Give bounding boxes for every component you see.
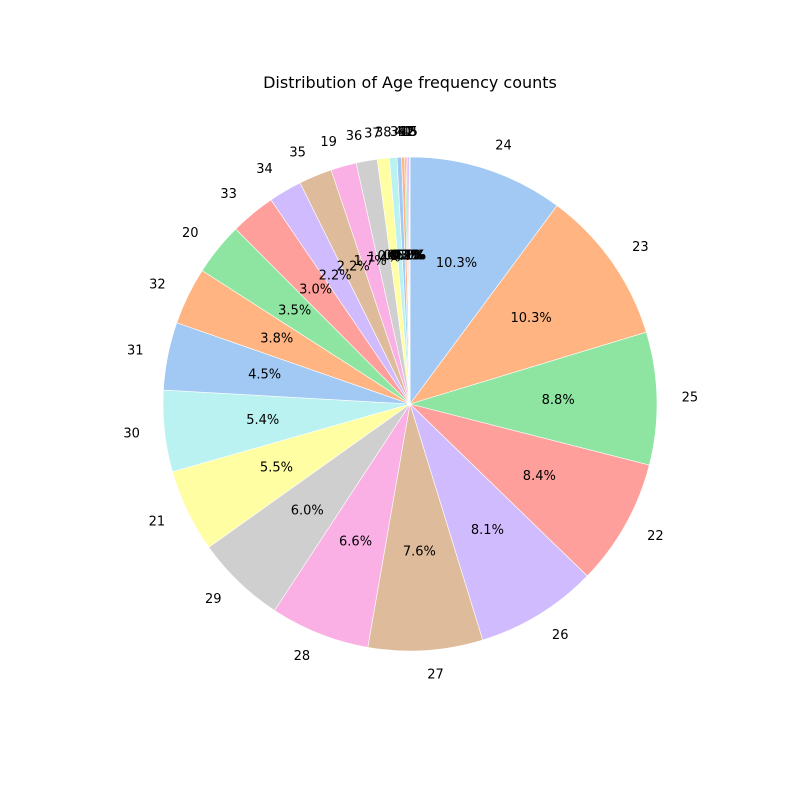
pie-slice-27 (367, 403, 484, 652)
slice-label-34: 34 (256, 162, 273, 177)
percent-labels: 10.3% 10.3% 8.8% 8.4% 8.1% 7.6% 6.6% 6.0% 5.5% 5.… (246, 248, 574, 559)
slice-label-29: 29 (205, 592, 222, 607)
slice-percent-28: 6.6% (339, 534, 372, 549)
slice-percent-41: 0.1% (391, 248, 424, 263)
slice-percent-22: 8.4% (523, 469, 556, 484)
pie-slice-45 (408, 156, 411, 405)
slice-label-21: 21 (149, 514, 166, 529)
slice-percent-32: 3.8% (260, 332, 293, 347)
slice-label-18: 18 (400, 125, 417, 140)
slice-percent-18: 0.1% (393, 248, 426, 263)
pie-slices (162, 156, 658, 652)
category-labels: 24 23 25 22 26 27 28 29 21 30 31 32 20 33 34 35 19 36 3738… (123, 125, 698, 683)
slice-label-22: 22 (647, 529, 664, 544)
slice-percent-29: 6.0% (291, 503, 324, 518)
slice-percent-34: 2.2% (319, 269, 352, 284)
pie-slice-26 (409, 403, 588, 641)
slice-label-32: 32 (149, 278, 166, 293)
slice-percent-19: 1.7% (354, 254, 387, 269)
slice-label-41: 41 (397, 125, 414, 140)
pie-slice-22 (408, 403, 650, 577)
slice-percent-38: 0.5% (383, 249, 416, 264)
slice-label-36: 36 (346, 129, 363, 144)
slice-percent-21: 5.5% (260, 461, 293, 476)
slice-percent-37: 0.8% (377, 249, 410, 264)
slice-label-27: 27 (427, 668, 444, 683)
slice-percent-23: 10.3% (510, 311, 551, 326)
slice-percent-24: 10.3% (436, 256, 477, 271)
slice-label-31: 31 (127, 344, 144, 359)
slice-label-24: 24 (495, 139, 512, 154)
slice-label-30: 30 (123, 427, 140, 442)
slice-label-28: 28 (294, 649, 311, 664)
slice-percent-35: 2.2% (337, 260, 370, 275)
slice-label-25: 25 (682, 390, 699, 405)
slice-percent-27: 7.6% (403, 544, 436, 559)
slice-label-23: 23 (632, 240, 649, 255)
slice-percent-25: 8.8% (542, 393, 575, 408)
slice-label-42: 42 (398, 125, 415, 140)
pie-slice-23 (409, 205, 647, 405)
slice-label-26: 26 (552, 628, 569, 643)
slice-percent-30: 5.4% (246, 413, 279, 428)
slice-percent-42: 0.1% (392, 248, 425, 263)
slice-percent-31: 4.5% (248, 368, 281, 383)
slice-label-19: 19 (320, 135, 337, 150)
chart-title: Distribution of Age frequency counts (263, 73, 557, 92)
slice-percent-39: 0.3% (387, 248, 420, 263)
slice-percent-45: 0.0% (393, 248, 426, 263)
slice-label-38: 38 (375, 125, 392, 140)
slice-percent-40: 0.2% (389, 248, 422, 263)
slice-percent-36: 1.4% (367, 251, 400, 266)
pie-slice-25 (408, 331, 658, 466)
slice-label-40: 40 (394, 125, 411, 140)
pie-slice-24 (409, 156, 558, 405)
slice-label-39: 39 (390, 125, 407, 140)
slice-label-35: 35 (289, 146, 306, 161)
slice-label-33: 33 (220, 187, 237, 202)
slice-label-45: 45 (401, 125, 418, 140)
slice-percent-33: 3.0% (299, 282, 332, 297)
slice-percent-20: 3.5% (278, 303, 311, 318)
slice-percent-26: 8.1% (471, 523, 504, 538)
slice-label-37: 37 (364, 126, 381, 141)
slice-label-20: 20 (182, 226, 199, 241)
